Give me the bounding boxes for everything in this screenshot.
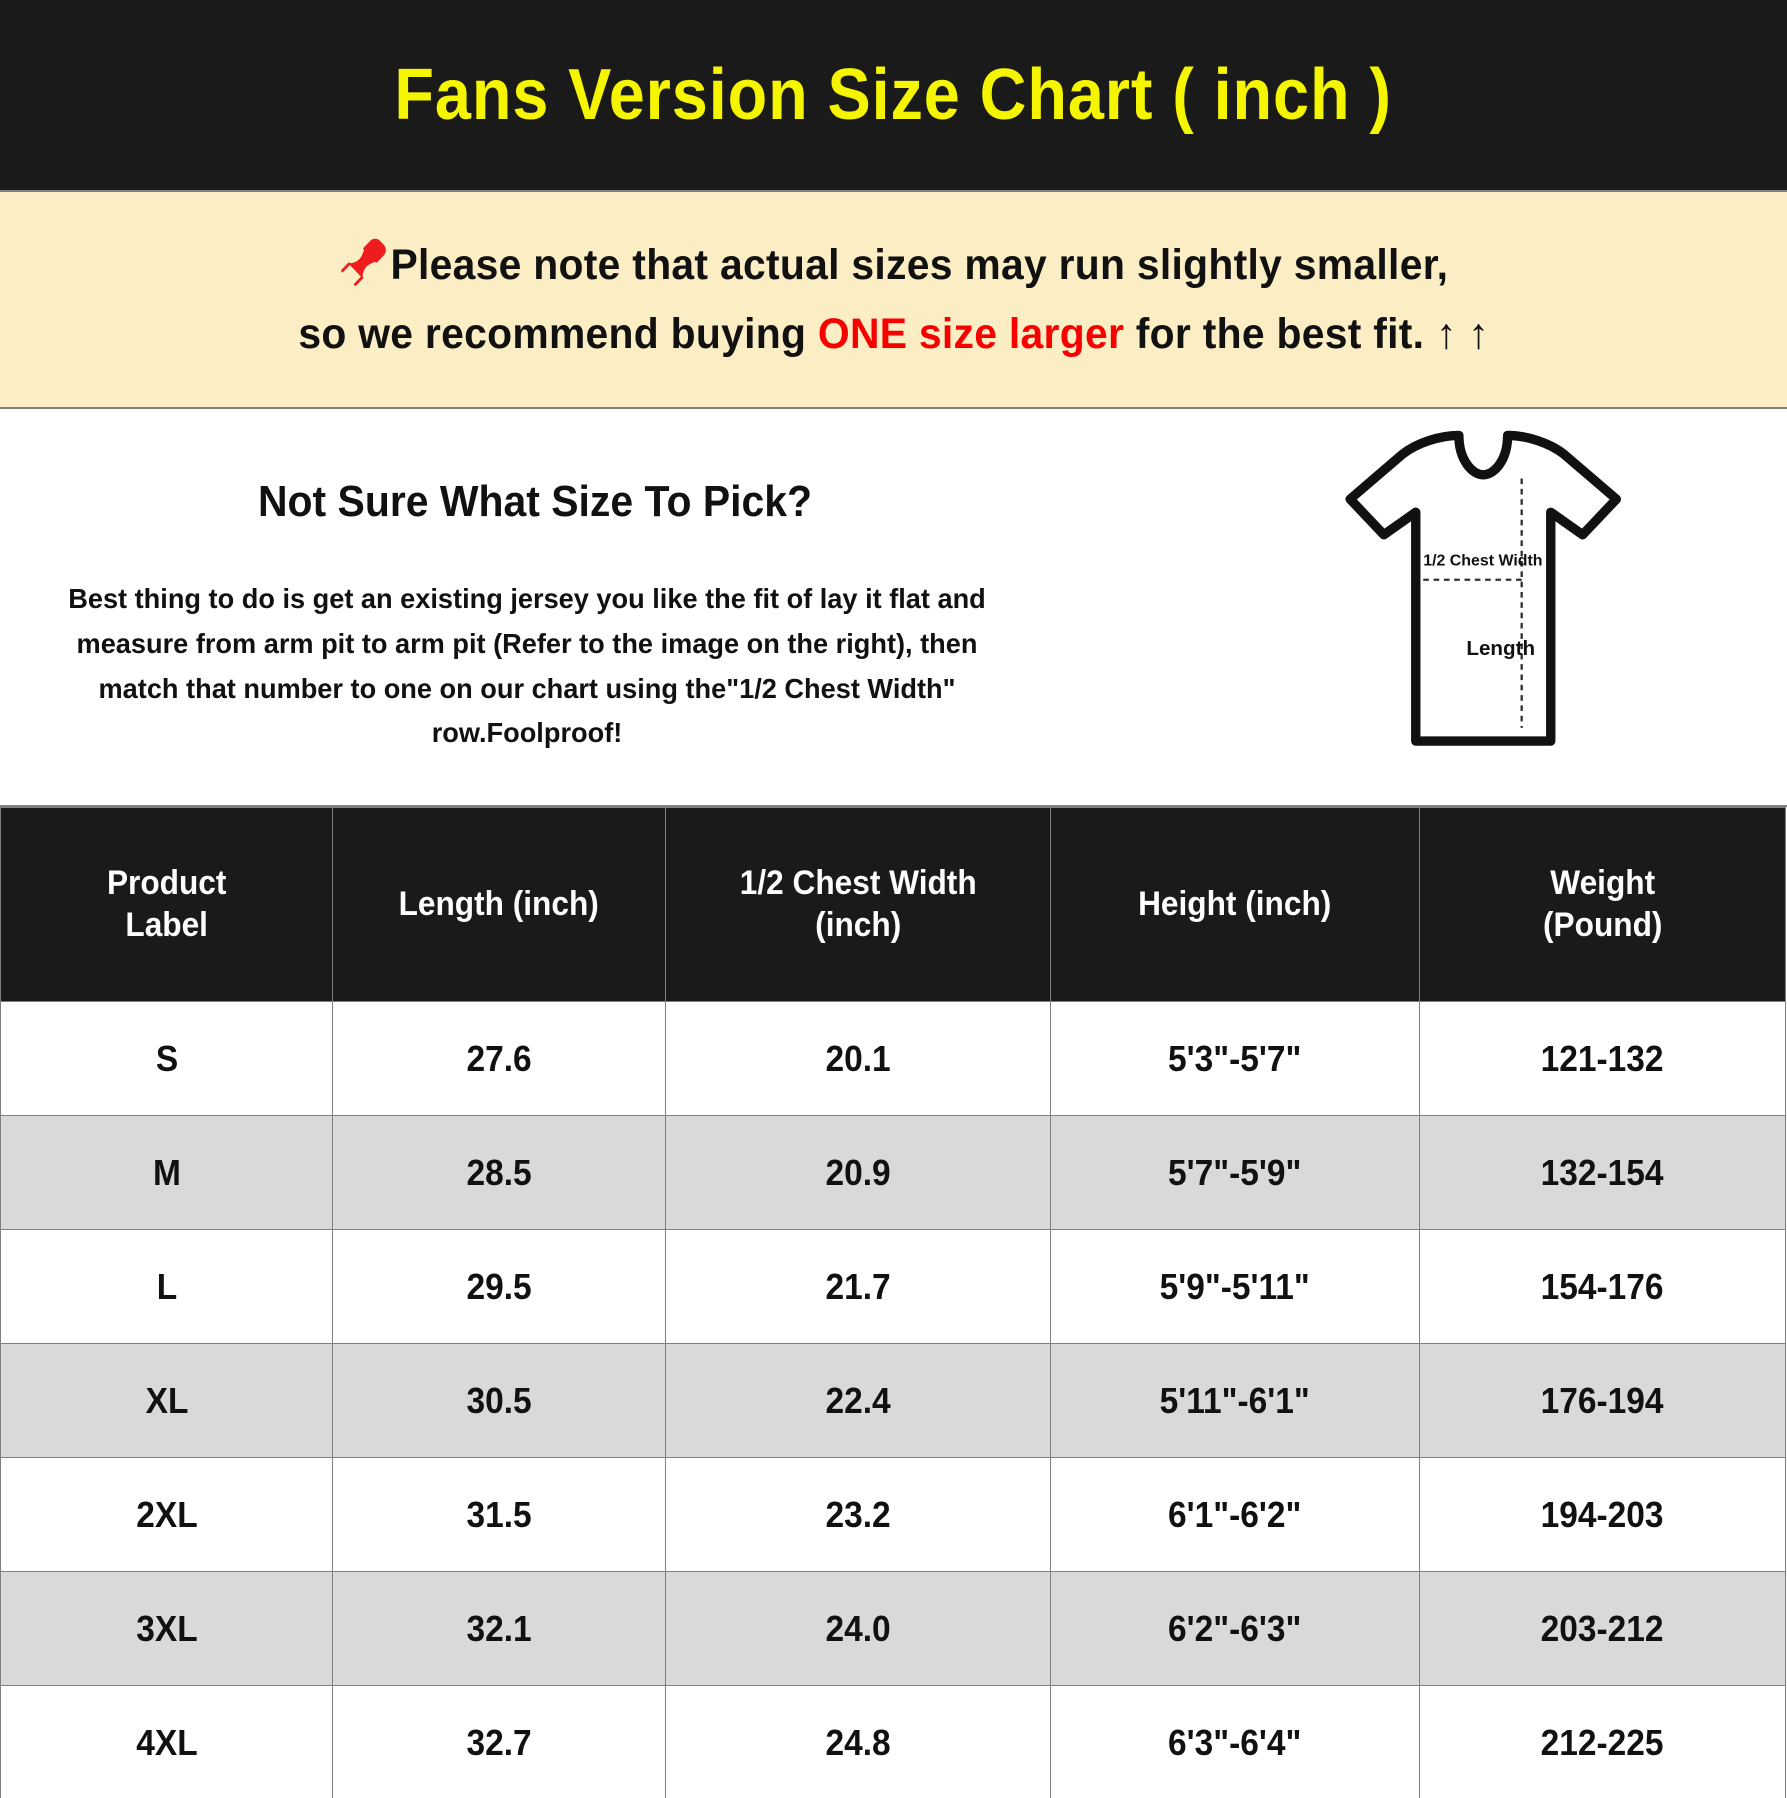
svg-text:1/2 Chest Width: 1/2 Chest Width [1423,553,1542,570]
svg-text:Length: Length [1466,637,1535,660]
